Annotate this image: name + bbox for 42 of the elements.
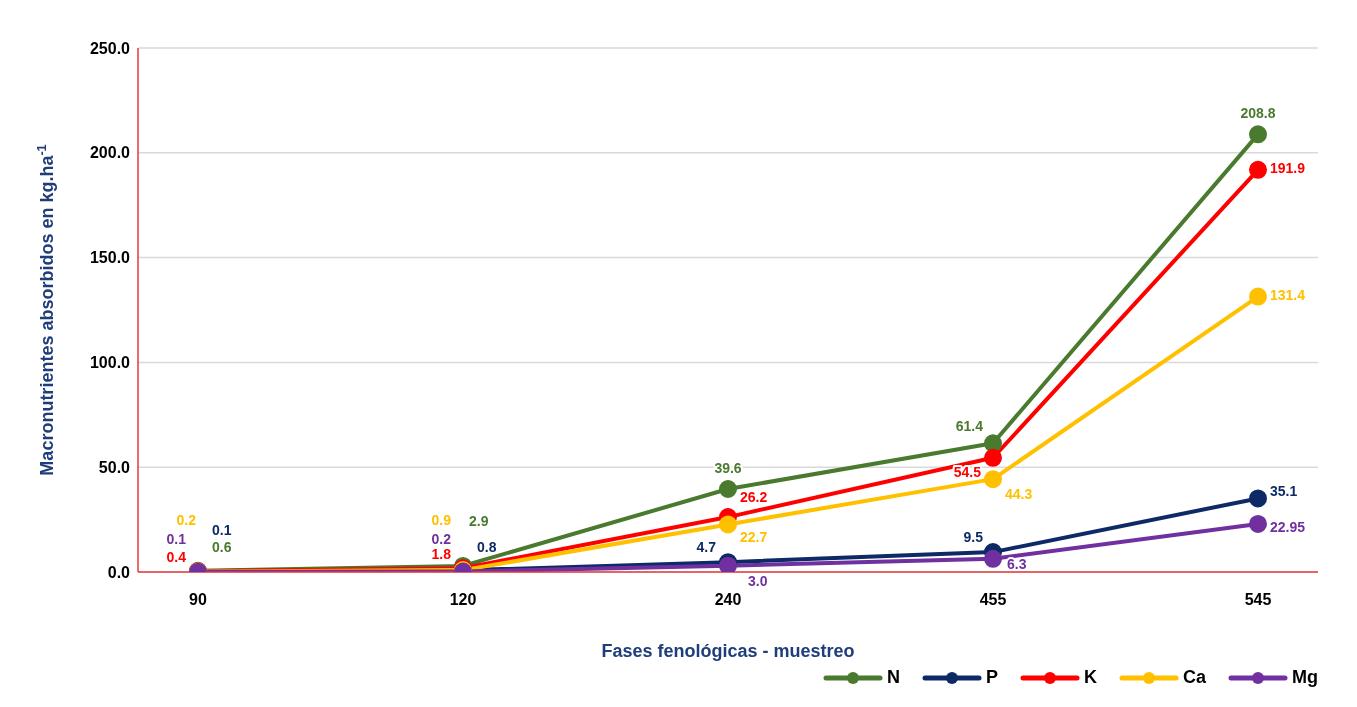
data-label: 191.9 xyxy=(1270,160,1306,177)
data-label: 9.5 xyxy=(963,528,984,545)
data-label: 3.0 xyxy=(748,573,768,590)
data-label: 208.8 xyxy=(1240,105,1276,122)
legend-label: Mg xyxy=(1291,667,1318,688)
legend-label: N xyxy=(885,667,900,688)
data-label: 6.3 xyxy=(1007,556,1027,573)
y-tick-label: 50.0 xyxy=(98,458,131,476)
x-tick-label: 455 xyxy=(979,591,1007,609)
y-tick-label: 0.0 xyxy=(107,563,131,581)
y-tick-label: 250.0 xyxy=(89,39,131,57)
y-tick-label: 200.0 xyxy=(89,144,131,162)
legend-label: P xyxy=(984,667,998,688)
data-label: 44.3 xyxy=(1005,485,1033,502)
data-label: 131.4 xyxy=(1270,287,1306,304)
legend-label: K xyxy=(1083,667,1097,688)
y-tick-label: 150.0 xyxy=(89,249,131,267)
data-label: 0.2 xyxy=(176,512,197,529)
data-label: 0.6 xyxy=(212,539,232,556)
data-label: 2.9 xyxy=(469,512,489,529)
data-label: 0.4 xyxy=(166,548,187,565)
x-axis-title: Fases fenológicas - muestreo xyxy=(601,641,855,661)
data-label: 4.7 xyxy=(696,538,717,555)
data-label: 0.8 xyxy=(477,539,497,556)
data-label: 0.1 xyxy=(166,531,187,548)
x-tick-label: 90 xyxy=(189,591,207,609)
data-label: 61.4 xyxy=(955,418,984,435)
data-label: 26.2 xyxy=(740,488,768,505)
y-tick-label: 100.0 xyxy=(89,354,131,372)
x-tick-label: 120 xyxy=(449,591,477,609)
data-label: 0.2 xyxy=(431,531,452,548)
x-tick-label: 240 xyxy=(714,591,742,609)
data-label: 22.7 xyxy=(740,529,768,546)
data-label: 35.1 xyxy=(1270,483,1298,500)
data-label: 1.8 xyxy=(431,545,452,562)
x-tick-label: 545 xyxy=(1244,591,1272,609)
data-label: 22.95 xyxy=(1270,518,1306,535)
data-label: 0.1 xyxy=(212,522,232,539)
legend-label: Ca xyxy=(1182,667,1206,688)
data-label: 0.9 xyxy=(431,511,452,528)
data-label: 54.5 xyxy=(953,464,982,481)
data-label: 39.6 xyxy=(714,459,742,476)
